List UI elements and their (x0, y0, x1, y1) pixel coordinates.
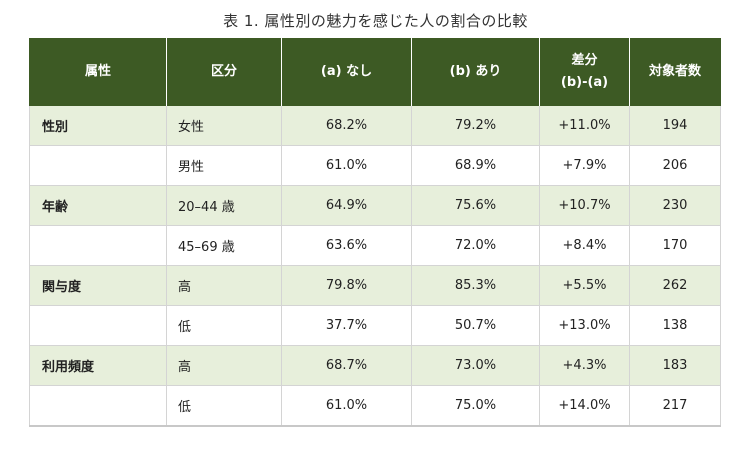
count-cell: 206 (629, 145, 721, 186)
comparison-table: 属性 区分 (a) なし (b) あり 差分 (b)-(a) 対象者数 性別 女… (29, 38, 721, 427)
segment-cell: 高 (166, 265, 282, 306)
without-cell: 61.0% (281, 385, 412, 427)
diff-cell: +10.7% (539, 185, 630, 226)
without-cell: 68.7% (281, 345, 412, 386)
attribute-cell (29, 305, 167, 346)
segment-cell: 低 (166, 385, 282, 427)
table-row: 関与度 高 79.8% 85.3% +5.5% 262 (29, 265, 721, 306)
header-attribute: 属性 (29, 38, 167, 106)
attribute-cell: 利用頻度 (29, 345, 167, 386)
without-cell: 64.9% (281, 185, 412, 226)
header-count: 対象者数 (629, 38, 721, 106)
header-with: (b) あり (411, 38, 540, 106)
without-cell: 37.7% (281, 305, 412, 346)
table-row: 低 61.0% 75.0% +14.0% 217 (29, 385, 721, 427)
with-cell: 85.3% (411, 265, 540, 306)
with-cell: 72.0% (411, 225, 540, 266)
with-cell: 68.9% (411, 145, 540, 186)
table-row: 性別 女性 68.2% 79.2% +11.0% 194 (29, 106, 721, 146)
table-row: 45–69 歳 63.6% 72.0% +8.4% 170 (29, 225, 721, 266)
table-row: 男性 61.0% 68.9% +7.9% 206 (29, 145, 721, 186)
table-header-row: 属性 区分 (a) なし (b) あり 差分 (b)-(a) 対象者数 (29, 38, 721, 106)
without-cell: 68.2% (281, 106, 412, 146)
diff-cell: +5.5% (539, 265, 630, 306)
diff-cell: +14.0% (539, 385, 630, 427)
count-cell: 262 (629, 265, 721, 306)
diff-cell: +7.9% (539, 145, 630, 186)
header-diff-line2: (b)-(a) (560, 75, 609, 90)
header-segment: 区分 (166, 38, 282, 106)
diff-cell: +8.4% (539, 225, 630, 266)
with-cell: 75.6% (411, 185, 540, 226)
without-cell: 63.6% (281, 225, 412, 266)
segment-cell: 45–69 歳 (166, 225, 282, 266)
with-cell: 73.0% (411, 345, 540, 386)
count-cell: 138 (629, 305, 721, 346)
header-without: (a) なし (281, 38, 412, 106)
segment-cell: 女性 (166, 106, 282, 146)
segment-cell: 低 (166, 305, 282, 346)
header-diff-line1: 差分 (571, 53, 598, 68)
table-caption: 表 1. 属性別の魅力を感じた人の割合の比較 (223, 12, 528, 30)
attribute-cell: 性別 (29, 106, 167, 146)
diff-cell: +4.3% (539, 345, 630, 386)
count-cell: 170 (629, 225, 721, 266)
diff-cell: +13.0% (539, 305, 630, 346)
attribute-cell (29, 385, 167, 427)
with-cell: 79.2% (411, 106, 540, 146)
segment-cell: 男性 (166, 145, 282, 186)
with-cell: 75.0% (411, 385, 540, 427)
with-cell: 50.7% (411, 305, 540, 346)
attribute-cell: 年齢 (29, 185, 167, 226)
table-row: 低 37.7% 50.7% +13.0% 138 (29, 305, 721, 346)
count-cell: 183 (629, 345, 721, 386)
count-cell: 217 (629, 385, 721, 427)
attribute-cell (29, 145, 167, 186)
count-cell: 230 (629, 185, 721, 226)
table-row: 年齢 20–44 歳 64.9% 75.6% +10.7% 230 (29, 185, 721, 226)
table-row: 利用頻度 高 68.7% 73.0% +4.3% 183 (29, 345, 721, 386)
segment-cell: 高 (166, 345, 282, 386)
diff-cell: +11.0% (539, 106, 630, 146)
without-cell: 61.0% (281, 145, 412, 186)
without-cell: 79.8% (281, 265, 412, 306)
segment-cell: 20–44 歳 (166, 185, 282, 226)
attribute-cell: 関与度 (29, 265, 167, 306)
attribute-cell (29, 225, 167, 266)
count-cell: 194 (629, 106, 721, 146)
header-diff: 差分 (b)-(a) (539, 38, 630, 106)
